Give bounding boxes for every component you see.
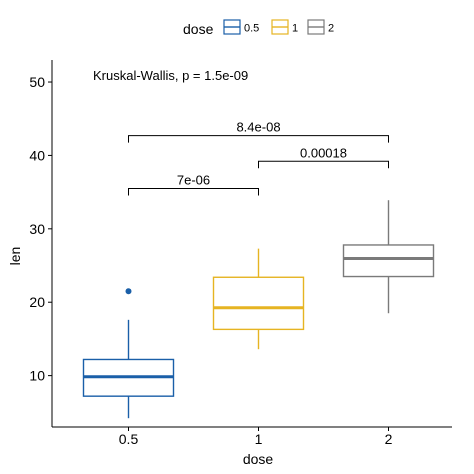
comparison-bracket	[128, 135, 389, 143]
legend-title: dose	[183, 21, 214, 37]
legend-label: 1	[292, 23, 298, 35]
y-axis-label: len	[7, 247, 23, 266]
comparison-p-value: 0.00018	[300, 145, 347, 160]
x-tick-label: 1	[255, 431, 263, 447]
legend-label: 0.5	[244, 23, 259, 35]
axes: 10 20 30 40 50 0.5 1 2	[29, 60, 452, 447]
y-tick-label: 30	[29, 221, 45, 237]
y-tick-label: 50	[29, 74, 45, 90]
box-1	[212, 248, 305, 350]
iqr-box	[342, 244, 435, 278]
box-0.5	[82, 288, 175, 419]
iqr-box	[212, 276, 305, 331]
y-tick-label: 40	[29, 147, 45, 163]
x-axis-label: dose	[243, 451, 274, 467]
legend-entry-1: 1	[271, 19, 298, 35]
comparison-1-2: 0.00018	[258, 145, 389, 169]
kruskal-wallis-annotation: Kruskal-Wallis, p = 1.5e-09	[93, 68, 248, 83]
x-tick-label: 0.5	[119, 431, 139, 447]
legend-entry-2: 2	[307, 19, 334, 35]
comparison-bracket	[258, 160, 389, 169]
x-tick-label: 2	[385, 431, 393, 447]
comparison-0.5-2: 8.4e-08	[128, 120, 389, 143]
comparison-0.5-1: 7e-06	[128, 172, 259, 196]
comparison-p-value: 8.4e-08	[236, 120, 280, 135]
legend-entry-0.5: 0.5	[223, 19, 259, 35]
y-tick-label: 10	[29, 368, 45, 384]
comparison-p-value: 7e-06	[177, 172, 210, 187]
comparison-bracket	[128, 187, 259, 196]
box-2	[342, 200, 435, 314]
legend-label: 2	[328, 23, 334, 35]
plot-area: 7e-06 0.00018 8.4e-08	[82, 120, 435, 419]
outlier-point	[125, 288, 132, 295]
y-tick-label: 20	[29, 294, 45, 310]
legend: dose 0.5 1 2	[183, 19, 334, 37]
